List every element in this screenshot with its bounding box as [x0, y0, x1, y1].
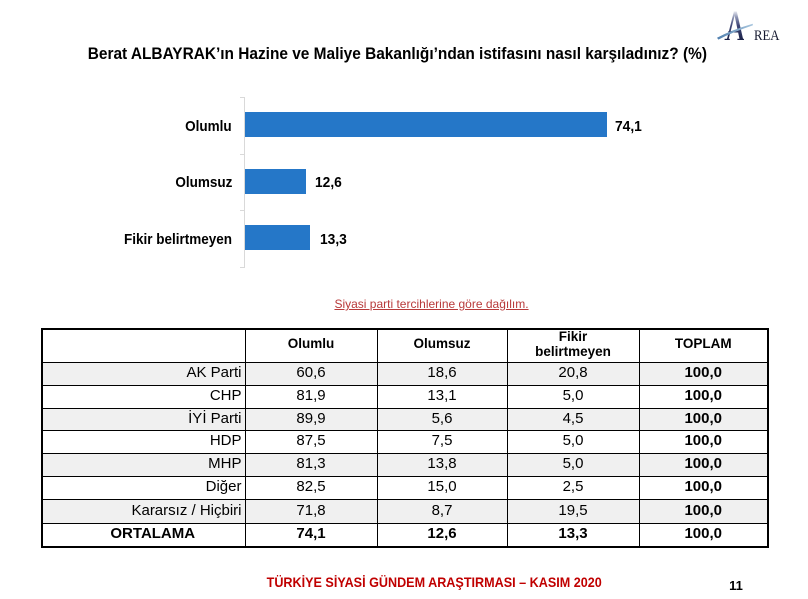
svg-text:REA: REA [754, 28, 780, 44]
